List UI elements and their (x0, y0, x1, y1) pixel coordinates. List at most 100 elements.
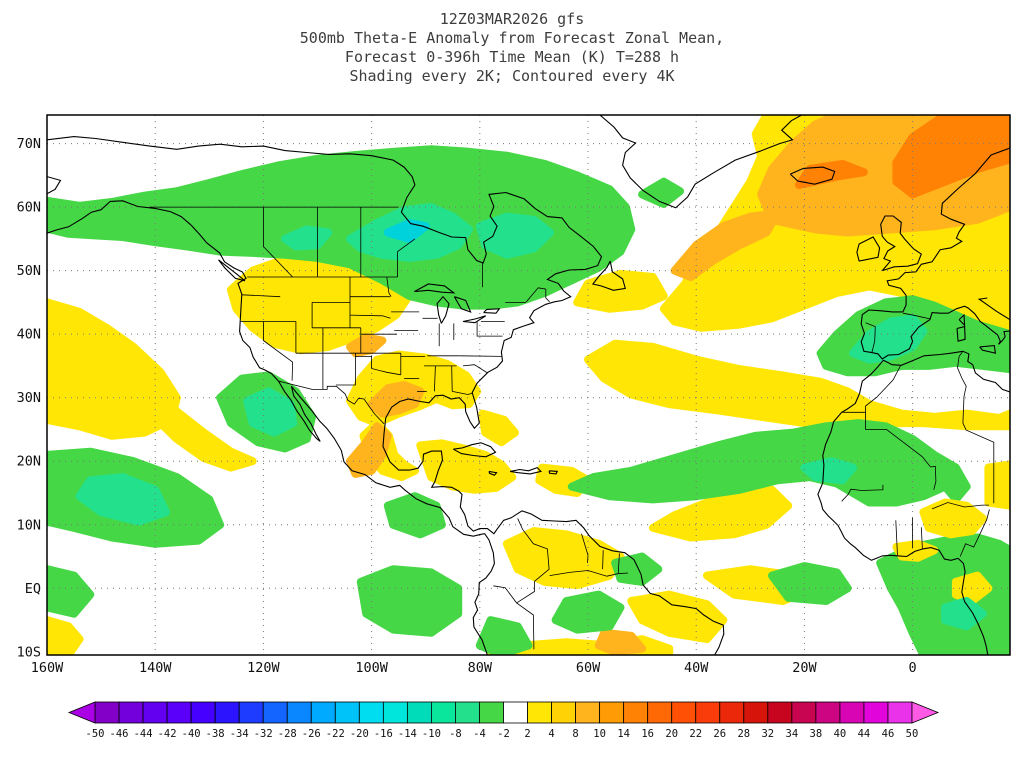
colorbar-label: 34 (786, 728, 799, 740)
colorbar-label: -46 (110, 728, 129, 740)
coastline (883, 350, 1010, 393)
coastline (47, 136, 725, 655)
shading-region-spring_green (75, 473, 170, 526)
border-line (617, 553, 620, 574)
coastline-layer (47, 115, 1010, 655)
map-frame (46, 114, 1011, 656)
colorbar-segment (431, 701, 456, 724)
coastline (548, 470, 559, 475)
coastline (789, 166, 836, 185)
border-line (241, 294, 281, 298)
coastline (472, 533, 495, 655)
border-line (476, 321, 503, 337)
colorbar-segment (455, 701, 480, 724)
colorbar-segment (310, 701, 336, 724)
colorbar-segment (743, 701, 769, 724)
lat-tick-label: 70N (17, 136, 41, 152)
colorbar-label: -26 (302, 728, 321, 740)
colorbar-segment (527, 701, 552, 724)
coastline (509, 466, 542, 475)
colorbar-segment (479, 701, 504, 724)
shading-region-green (383, 492, 446, 539)
colorbar-segment (671, 701, 697, 724)
shading-region-yellow (584, 339, 1010, 434)
colorbar-label: 22 (689, 728, 702, 740)
border-line (602, 550, 604, 570)
shading-region-orange (346, 333, 387, 358)
colorbar-label: -38 (206, 728, 225, 740)
colorbar-label: 20 (665, 728, 678, 740)
lon-tick-label: 80W (468, 660, 493, 676)
colorbar-segment (599, 701, 625, 724)
colorbar-label: -42 (158, 728, 177, 740)
colorbar-label: 4 (548, 728, 554, 740)
shading-region-yellow (47, 298, 181, 440)
colorbar-segment (623, 701, 649, 724)
lon-tick-label: 160W (31, 660, 64, 676)
border-line (865, 412, 937, 490)
coastline (47, 176, 62, 195)
colorbar-segment (382, 701, 408, 724)
colorbar-segment (551, 701, 576, 724)
lon-tick-label: 100W (355, 660, 388, 676)
colorbar-segment (719, 701, 745, 724)
colorbar-segment (503, 701, 528, 724)
shading-region-dark_orange (892, 115, 1010, 199)
coastline (958, 313, 966, 327)
colorbar-segment (815, 701, 841, 724)
title-line-4: Shading every 2K; Contoured every 4K (349, 67, 675, 85)
border-line (581, 533, 589, 563)
shading-region-cyan (383, 219, 430, 243)
shading-region-yellow (984, 460, 1010, 510)
coastline (488, 470, 498, 476)
chart-title-block: 12Z03MAR2026 gfs 500mb Theta-E Anomaly f… (0, 10, 1024, 86)
colorbar-segment (863, 701, 889, 724)
colorbar-label: 46 (882, 728, 895, 740)
shading-region-orange (346, 422, 392, 478)
colorbar-label: 26 (713, 728, 726, 740)
shading-region-yellow (156, 403, 257, 472)
border-line (349, 314, 391, 319)
colorbar-segment (839, 701, 865, 724)
colorbar-label: 16 (641, 728, 654, 740)
shading-region-dark_orange (795, 159, 868, 189)
shading-region-yellow (573, 269, 668, 313)
border-line (459, 355, 503, 357)
colorbar-right-arrow (911, 701, 940, 724)
colorbar-label: 32 (761, 728, 774, 740)
border-line (841, 484, 884, 502)
border-line (335, 353, 356, 386)
coastline (979, 345, 997, 354)
colorbar-segment (214, 701, 240, 724)
border-line (957, 351, 995, 504)
colorbar-label: -16 (374, 728, 393, 740)
shading-region-green (47, 565, 95, 618)
colorbar-label: 14 (617, 728, 630, 740)
shading-region-yellow (416, 439, 517, 494)
lat-tick-label: 50N (17, 263, 41, 279)
lat-tick-label: 10S (17, 644, 41, 660)
colorbar-label: 50 (906, 728, 919, 740)
title-line-3: Forecast 0-396h Time Mean (K) T=288 h (344, 48, 680, 66)
lon-tick-label: 120W (247, 660, 280, 676)
lon-tick-label: 40W (684, 660, 709, 676)
lat-tick-label: 30N (17, 390, 41, 406)
colorbar-label: -8 (449, 728, 462, 740)
colorbar-label: 10 (593, 728, 606, 740)
border-line (895, 520, 898, 556)
shading-region-green (567, 419, 971, 507)
colorbar-segment (887, 701, 913, 724)
lat-tick-label: 40N (17, 327, 41, 343)
shading-region-spring_green (800, 457, 858, 485)
coastline (591, 260, 626, 291)
shading-region-orange (367, 381, 425, 418)
colorbar-label: -40 (182, 728, 201, 740)
shading-region-green (611, 552, 663, 586)
colorbar-segment (575, 701, 601, 724)
shading-region-yellow (648, 485, 793, 542)
colorbar-segment (262, 701, 288, 724)
shading-region-green (768, 562, 852, 605)
colorbar-label: 38 (810, 728, 823, 740)
lon-tick-label: 60W (576, 660, 601, 676)
colorbar-label: 40 (834, 728, 847, 740)
